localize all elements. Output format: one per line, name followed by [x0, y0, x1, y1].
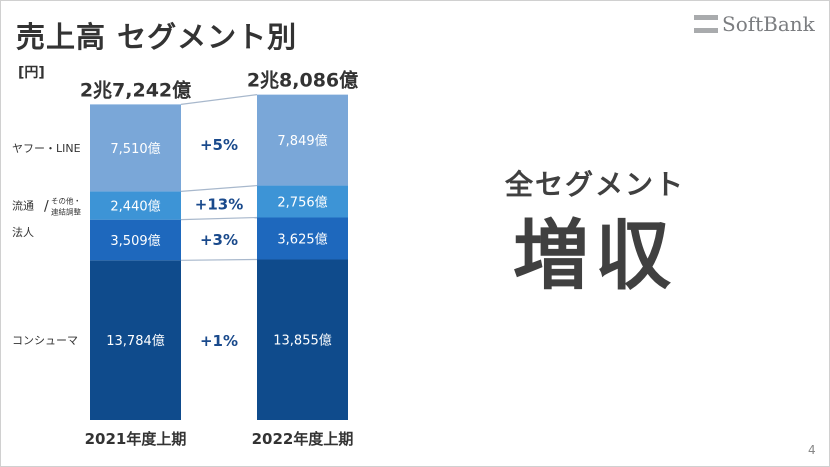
- softbank-logo-text: SoftBank: [722, 12, 815, 36]
- segment-sales-chart: 13,784億 3,509億 2,440億 7,510億 13,855億 3,625億 2,…: [12, 69, 358, 448]
- bar-segment-2-2: [257, 217, 348, 260]
- segment-name-sublabel: その他・: [51, 196, 81, 206]
- segment-name-sublabel: 連結調整: [51, 207, 81, 217]
- bar-segment-1-2: [257, 259, 348, 420]
- bar-segment-1-1: [90, 260, 181, 420]
- segment-name-label: 流通: [12, 199, 34, 213]
- connector-line: [180, 94, 258, 105]
- category-label: 2021年度上期: [85, 430, 187, 448]
- headline-all-segments: 全セグメント: [504, 168, 685, 201]
- growth-label: +13%: [195, 196, 243, 214]
- bar-segment-4-2: [257, 94, 348, 186]
- bar-total-label: 2兆7,242億: [80, 78, 191, 101]
- softbank-logo: SoftBank: [694, 12, 815, 36]
- slide-title: 売上高 セグメント別: [16, 20, 298, 54]
- page-number: 4: [808, 443, 816, 457]
- growth-label: +5%: [200, 136, 238, 154]
- segment-value-label: 7,510億: [110, 141, 160, 157]
- segment-value-label: 7,849億: [277, 133, 327, 149]
- segment-name-label: コンシューマ: [12, 334, 78, 347]
- bar-segment-3-2: [257, 185, 348, 218]
- softbank-logo-icon: [694, 15, 718, 33]
- bar-segment-2-1: [90, 219, 181, 261]
- unit-label: [円]: [18, 65, 45, 81]
- bar-segment-4-1: [90, 104, 181, 192]
- growth-label: +3%: [200, 231, 238, 249]
- segment-value-label: 13,855億: [273, 333, 332, 349]
- bar-total-label: 2兆8,086億: [247, 69, 358, 92]
- bar-segment-3-1: [90, 191, 181, 220]
- segment-name-label: ヤフー・LINE: [12, 142, 81, 155]
- connector-line: [180, 216, 258, 221]
- growth-label: +1%: [200, 332, 238, 350]
- segment-name-label: 法人: [12, 225, 34, 239]
- headline-revenue-increase: 増収: [513, 211, 677, 300]
- segment-value-label: 2,440億: [110, 199, 160, 215]
- segment-value-label: 3,509億: [110, 233, 160, 249]
- segment-value-label: 2,756億: [277, 195, 327, 211]
- segment-name-slash: /: [44, 199, 49, 215]
- connector-line: [180, 184, 258, 192]
- connector-line: [180, 258, 258, 261]
- category-label: 2022年度上期: [252, 430, 354, 448]
- segment-value-label: 3,625億: [277, 231, 327, 247]
- segment-value-label: 13,784億: [106, 333, 165, 349]
